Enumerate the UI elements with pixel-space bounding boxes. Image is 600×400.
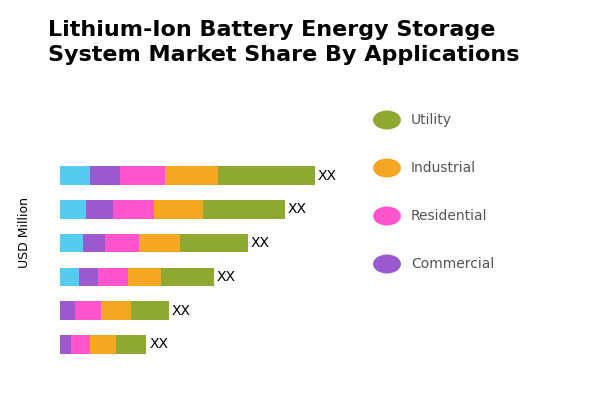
Bar xyxy=(131,301,169,320)
Bar xyxy=(60,166,90,185)
Bar xyxy=(139,234,180,252)
Bar xyxy=(60,301,75,320)
Bar xyxy=(120,166,165,185)
Bar xyxy=(218,166,315,185)
Bar xyxy=(60,268,79,286)
Bar xyxy=(180,234,248,252)
Text: Lithium-Ion Battery Energy Storage
System Market Share By Applications: Lithium-Ion Battery Energy Storage Syste… xyxy=(48,20,520,65)
Bar xyxy=(90,166,120,185)
Bar xyxy=(116,335,146,354)
Bar xyxy=(71,335,90,354)
Bar xyxy=(105,234,139,252)
Text: Utility: Utility xyxy=(411,113,452,127)
Bar xyxy=(154,200,203,219)
Text: XX: XX xyxy=(149,337,168,351)
Text: XX: XX xyxy=(288,202,307,216)
Bar xyxy=(79,268,97,286)
Bar xyxy=(97,268,128,286)
Text: USD Million: USD Million xyxy=(17,196,31,268)
Bar xyxy=(203,200,285,219)
Text: XX: XX xyxy=(251,236,269,250)
Text: Commercial: Commercial xyxy=(411,257,494,271)
Bar xyxy=(101,301,131,320)
Bar xyxy=(113,200,154,219)
Bar xyxy=(165,166,218,185)
Bar xyxy=(60,335,71,354)
Bar xyxy=(161,268,214,286)
Bar xyxy=(75,301,101,320)
Bar xyxy=(86,200,113,219)
Bar xyxy=(60,234,83,252)
Text: Industrial: Industrial xyxy=(411,161,476,175)
Text: XX: XX xyxy=(172,304,191,318)
Bar xyxy=(83,234,105,252)
Bar xyxy=(128,268,161,286)
Text: Residential: Residential xyxy=(411,209,488,223)
Bar xyxy=(90,335,116,354)
Bar xyxy=(60,200,86,219)
Text: XX: XX xyxy=(217,270,236,284)
Text: XX: XX xyxy=(318,169,337,183)
